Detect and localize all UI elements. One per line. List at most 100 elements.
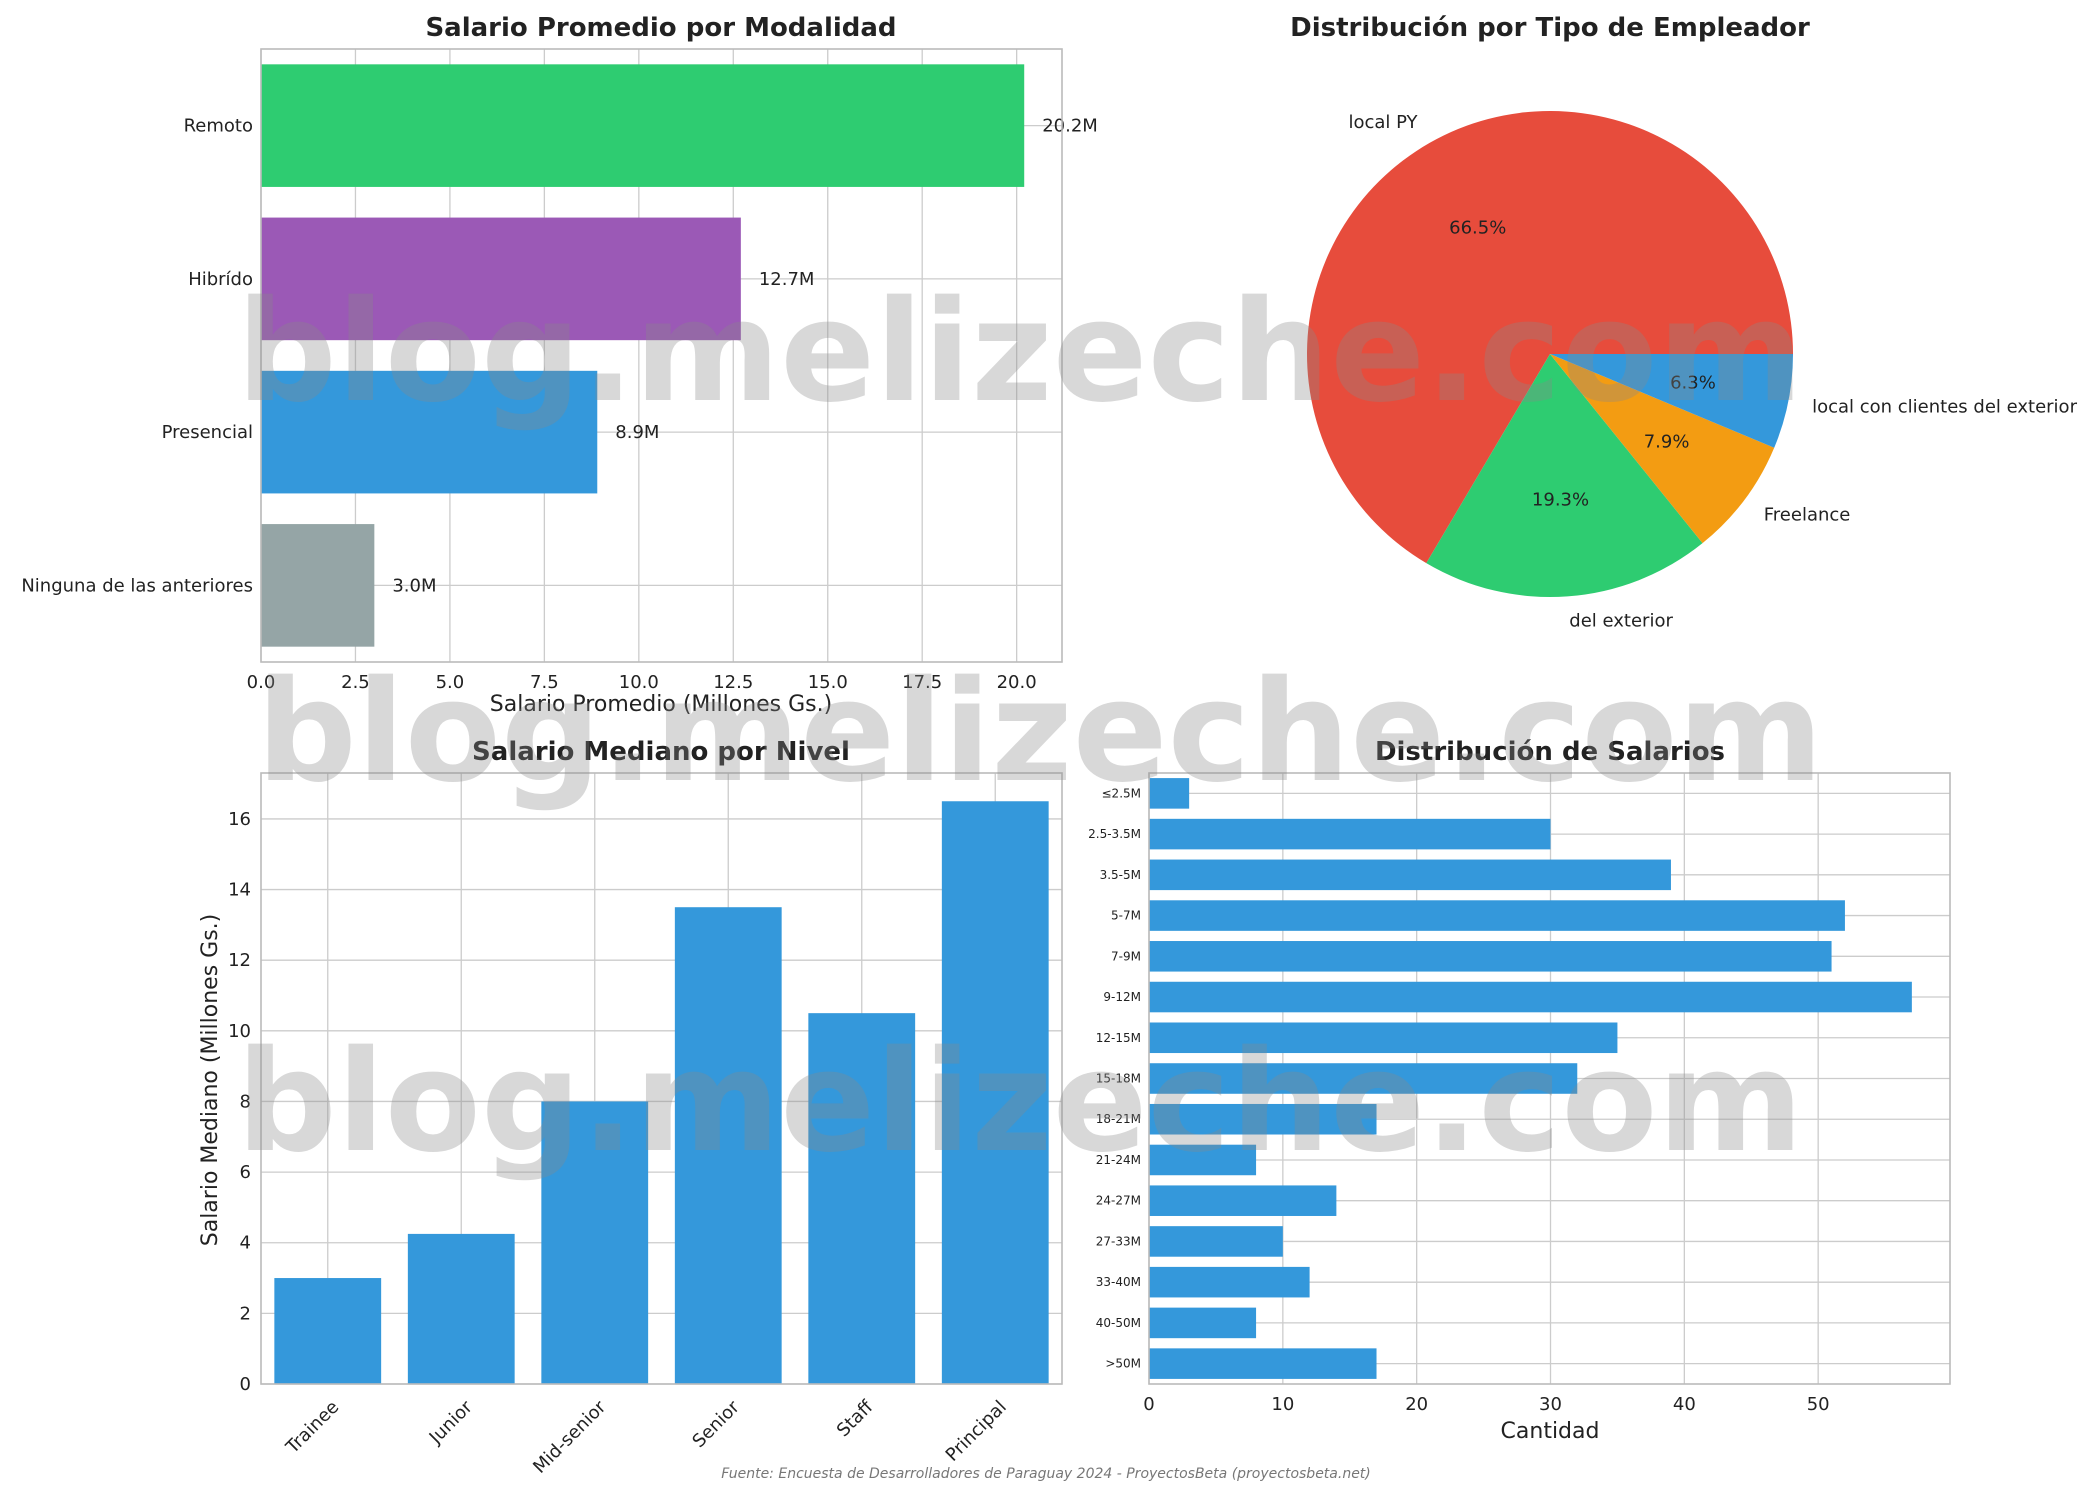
chart-distribucion-salarios: Distribución de Salarios 0 10 20 30 40 50 ≤2.5…: [1088, 737, 1951, 1444]
bars: [274, 801, 1049, 1384]
y-axis-label: Salario Mediano (Millones Gs.): [198, 914, 223, 1247]
bar: [1149, 1348, 1377, 1379]
bars: [1149, 778, 1912, 1379]
y-tick-label: 18-21M: [1096, 1112, 1141, 1126]
bar-value-label: 8.9M: [615, 422, 659, 443]
x-tick-label: 20.0: [997, 672, 1037, 693]
x-tick-label: 2.5: [341, 672, 370, 693]
x-axis-label: Salario Promedio (Millones Gs.): [490, 692, 832, 717]
source-note: Fuente: Encuesta de Desarrolladores de P…: [721, 1466, 1371, 1482]
pie-slice: [1550, 354, 1775, 544]
bar: [941, 801, 1049, 1384]
y-tick-label: 33-40M: [1096, 1275, 1141, 1289]
y-tick-label: 27-33M: [1096, 1234, 1141, 1248]
axis-ticks: 0 10 20 30 40 50 ≤2.5M 2.5-3.5M 3.5-5M 5-7M 7-9M 9-…: [1088, 786, 1829, 1415]
x-tick-label: 0: [1143, 1394, 1154, 1415]
bar: [1149, 1185, 1337, 1216]
pie-category-label: local con clientes del exterior: [1812, 397, 2077, 418]
y-tick-label: 15-18M: [1096, 1072, 1141, 1086]
bar: [808, 1013, 916, 1384]
y-tick-label: 12: [228, 950, 251, 971]
pie-slices: [1306, 111, 1793, 597]
pie-labels: local PY 66.5% del exterior 19.3% Freelance 7…: [1348, 112, 2077, 632]
y-tick-label: Remoto: [184, 116, 253, 137]
bar: [1149, 818, 1551, 850]
pie-slice: [1306, 111, 1793, 564]
x-tick-label: Principal: [942, 1397, 1011, 1466]
bar: [674, 907, 782, 1384]
y-tick-label: 5-7M: [1111, 909, 1141, 923]
bar: [1149, 1226, 1283, 1257]
y-tick-label: 4: [240, 1233, 251, 1254]
pie-category-label: del exterior: [1569, 611, 1673, 632]
bar: [541, 1101, 649, 1384]
x-tick-label: 17.5: [902, 672, 942, 693]
bar: [1149, 1144, 1257, 1176]
bar: [1149, 1022, 1618, 1054]
y-tick-label: 8: [240, 1091, 251, 1112]
y-tick-label: 3.5-5M: [1100, 868, 1141, 882]
y-tick-label: 12-15M: [1096, 1031, 1141, 1045]
pie-percent-label: 7.9%: [1644, 432, 1690, 453]
pie-percent-label: 6.3%: [1670, 373, 1716, 394]
bar: [407, 1233, 515, 1384]
y-tick-label: Ninguna de las anteriores: [21, 575, 253, 596]
x-tick-label: Mid-senior: [529, 1396, 611, 1478]
y-tick-label: 21-24M: [1096, 1153, 1141, 1167]
bar: [261, 64, 1025, 187]
bar: [1149, 1063, 1578, 1094]
chart-title: Salario Mediano por Nivel: [472, 737, 850, 767]
bar: [1149, 900, 1845, 931]
x-tick-label: 40: [1673, 1394, 1696, 1415]
y-tick-label: >50M: [1105, 1357, 1141, 1371]
pie-slice: [1550, 354, 1793, 448]
pie-slice: [1426, 354, 1703, 597]
bar: [1149, 1103, 1377, 1135]
bars: 20.2M 12.7M 8.9M 3.0M: [261, 64, 1098, 647]
x-tick-label: Senior: [688, 1396, 744, 1452]
x-tick-label: 10.0: [619, 672, 659, 693]
y-tick-label: 40-50M: [1096, 1316, 1141, 1330]
bar: [1149, 941, 1832, 972]
plot-frame: [1148, 772, 1951, 1385]
x-axis-label: Cantidad: [1501, 1419, 1600, 1444]
plot-frame: [260, 772, 1063, 1385]
x-tick-label: 10: [1271, 1394, 1294, 1415]
pie-percent-label: 66.5%: [1449, 217, 1506, 238]
watermark-text: blog.melizeche.com: [237, 271, 1804, 434]
bar: [1149, 981, 1912, 1013]
bar-value-label: 12.7M: [759, 269, 815, 290]
bar: [1149, 859, 1671, 891]
y-tick-label: 14: [228, 880, 251, 901]
x-tick-label: Junior: [425, 1396, 477, 1448]
bar-value-label: 3.0M: [392, 575, 436, 596]
y-tick-label: 6: [240, 1162, 251, 1183]
x-tick-label: 12.5: [713, 672, 753, 693]
watermark-text: blog.melizeche.com: [237, 1021, 1804, 1184]
y-tick-label: 2: [240, 1303, 251, 1324]
y-tick-label: 7-9M: [1111, 949, 1141, 963]
plot-frame: [260, 48, 1063, 663]
pie-category-label: local PY: [1348, 112, 1418, 133]
y-tick-label: ≤2.5M: [1102, 786, 1142, 800]
x-tick-label: 7.5: [530, 672, 559, 693]
bar: [261, 524, 375, 647]
x-tick-label: 5.0: [436, 672, 465, 693]
bar-value-label: 20.2M: [1042, 116, 1098, 137]
chart-title: Distribución de Salarios: [1375, 737, 1725, 767]
x-tick-label: 0.0: [247, 672, 276, 693]
watermark-text: blog.melizeche.com: [257, 651, 1824, 814]
pie-percent-label: 19.3%: [1532, 489, 1589, 510]
pie-category-label: Freelance: [1764, 504, 1851, 525]
chart-salario-por-modalidad: Salario Promedio por Modalidad 20.2M 12.7…: [21, 13, 1097, 717]
chart-title: Distribución por Tipo de Empleador: [1290, 13, 1810, 43]
y-tick-label: 9-12M: [1103, 990, 1141, 1004]
x-tick-label: 50: [1807, 1394, 1830, 1415]
bar: [1149, 778, 1190, 809]
y-tick-label: 16: [228, 809, 251, 830]
y-tick-label: 24-27M: [1096, 1194, 1141, 1208]
x-tick-label: Staff: [833, 1396, 878, 1441]
bar: [274, 1278, 382, 1384]
x-tick-label: 20: [1405, 1394, 1428, 1415]
y-tick-label: Presencial: [162, 422, 253, 443]
